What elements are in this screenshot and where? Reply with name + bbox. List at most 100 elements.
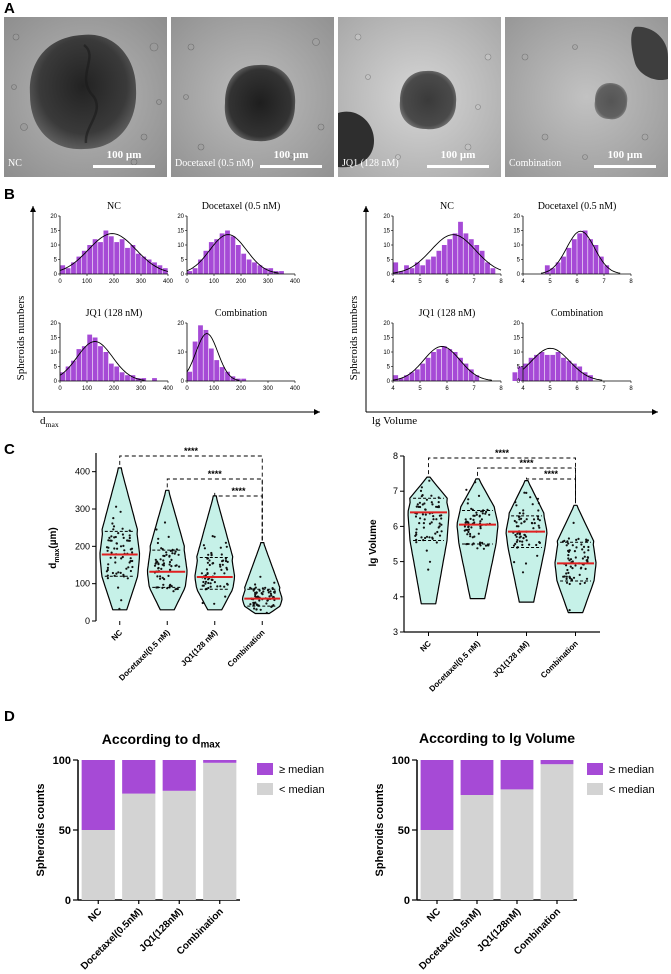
c-left-point xyxy=(153,564,157,567)
c-right-point xyxy=(525,539,528,542)
hist-right-2-ytick-label: 10 xyxy=(383,350,390,356)
c-left-point xyxy=(254,591,257,595)
c-left-point xyxy=(120,557,123,560)
hist-right-3-ytick-label: 10 xyxy=(513,350,520,356)
hist-right-1-ytick-label: 20 xyxy=(513,214,520,220)
c-left-point xyxy=(224,559,228,563)
hist-left-1-bar xyxy=(235,245,241,274)
c-left-point xyxy=(106,577,109,580)
hist-left-1-fit-curve xyxy=(186,234,279,274)
c-left-point xyxy=(112,517,115,520)
c-right-point xyxy=(418,501,421,504)
hist-left-0-xtick-label: 0 xyxy=(58,279,62,285)
c-right-point xyxy=(577,537,580,541)
c-left-point xyxy=(211,562,214,565)
c-left-point xyxy=(258,589,261,592)
c-left-point xyxy=(249,586,252,589)
hist-left-1-bar xyxy=(192,268,198,274)
c-left-ylabel-sub: max xyxy=(54,549,61,563)
hist-right-2-bar xyxy=(409,372,415,381)
hist-left-2-bar xyxy=(76,349,82,381)
c-right-point xyxy=(514,501,517,504)
c-left-point xyxy=(176,587,179,591)
c-right-point xyxy=(482,547,485,550)
c-right-point xyxy=(465,528,468,532)
c-right-point xyxy=(537,524,540,527)
c-left-point xyxy=(273,591,276,594)
c-left-point xyxy=(121,555,124,559)
hist-left-2-bar xyxy=(71,360,76,381)
c-left-point xyxy=(117,586,120,589)
c-right-violin-1 xyxy=(456,478,499,600)
c-right-point xyxy=(415,505,418,508)
c-left-point xyxy=(118,607,121,611)
c-left-point xyxy=(126,577,129,580)
d-right-xtick-label: NC xyxy=(425,906,443,924)
c-left-point xyxy=(113,547,116,550)
c-left-point xyxy=(128,561,131,564)
c-right-sig-bracket-2 xyxy=(526,477,576,504)
c-right-point xyxy=(572,576,576,579)
hist-left-1-xtick-label: 400 xyxy=(290,279,301,285)
c-left-point xyxy=(168,554,171,557)
c-right-point xyxy=(565,581,569,584)
c-left-point xyxy=(269,590,272,593)
c-left-point xyxy=(113,536,116,539)
hist-left-0-bar xyxy=(130,245,136,274)
hist-left-1-bar xyxy=(219,233,225,274)
c-right-point xyxy=(537,517,540,521)
c-right-point xyxy=(435,505,438,508)
hist-left-1-ytick-label: 15 xyxy=(177,229,184,235)
c-right-point xyxy=(464,518,467,521)
c-right-point xyxy=(537,502,541,505)
hist-left-2-bar xyxy=(141,378,147,381)
c-left-point xyxy=(211,535,214,538)
c-right-point xyxy=(523,491,526,494)
c-left-point xyxy=(114,556,117,559)
hist-right-3-ytick-label: 20 xyxy=(513,321,520,327)
d-left-bar-above-1 xyxy=(122,760,156,794)
c-left-point xyxy=(213,602,216,605)
c-left-point xyxy=(226,560,229,564)
c-left-point xyxy=(106,568,109,572)
hist-right-0-bar xyxy=(452,233,458,274)
hist-left-2-ytick-label: 0 xyxy=(54,379,58,385)
hist-left-3-bar xyxy=(208,348,214,381)
c-left-point xyxy=(119,571,122,575)
c-left-point xyxy=(269,592,272,595)
hist-right-0-bar xyxy=(436,250,442,274)
c-left-point xyxy=(120,599,123,602)
c-right-point xyxy=(579,567,583,570)
c-right-point xyxy=(584,567,587,571)
c-left-point xyxy=(255,603,258,606)
hist-right-1-xtick-label: 6 xyxy=(575,279,579,285)
hist-right-1-xtick-label: 7 xyxy=(602,279,606,285)
c-right-point xyxy=(586,560,589,563)
c-right-point xyxy=(418,522,421,525)
hist-right-0-ytick-label: 20 xyxy=(383,214,390,220)
c-left-point xyxy=(131,565,134,569)
hist-right-2-bar xyxy=(458,357,463,381)
hist-right-1-bar xyxy=(582,230,588,274)
hist-left-1-ytick-label: 10 xyxy=(177,243,184,249)
hist-left-2-ytick-label: 5 xyxy=(54,365,58,371)
hist-left-1-ytick-label: 0 xyxy=(181,272,185,278)
c-right-sig-label-1: **** xyxy=(519,458,534,468)
c-left-point xyxy=(202,580,205,584)
c-right-point xyxy=(477,494,481,497)
c-right-point xyxy=(414,515,418,518)
hist-right-0-xtick-label: 4 xyxy=(391,279,395,285)
c-left-violin-0 xyxy=(99,467,141,611)
c-right-point xyxy=(569,565,572,568)
c-right-point xyxy=(515,504,518,507)
hist-right-2-xtick-label: 6 xyxy=(445,386,449,392)
c-right-ytick-label: 5 xyxy=(393,557,398,567)
c-left-point xyxy=(168,584,171,587)
hist-right-3-bar xyxy=(534,354,539,381)
c-right-point xyxy=(477,532,480,535)
d-right-bar-above-1 xyxy=(460,760,494,795)
hist-right-2-bar xyxy=(404,375,409,381)
hist-left-2-bar xyxy=(130,375,136,381)
c-left-point xyxy=(211,578,214,582)
hist-right-1-bar xyxy=(544,265,550,274)
